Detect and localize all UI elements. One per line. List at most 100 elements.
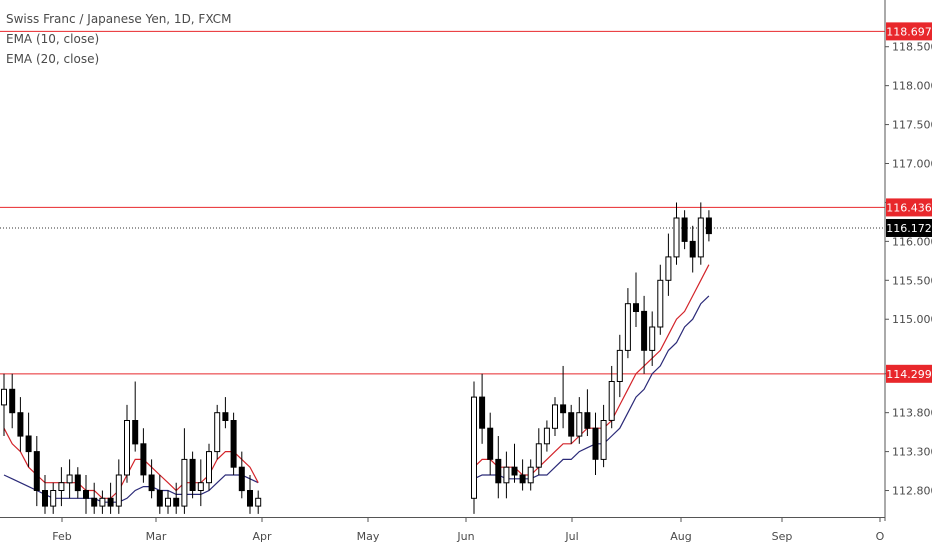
ema10-segment-1 xyxy=(473,264,710,476)
candle xyxy=(471,381,477,514)
y-tick-label: 113.800 xyxy=(892,407,932,420)
candle xyxy=(705,210,712,242)
last-price-tag: 116.172 xyxy=(886,218,932,237)
candle xyxy=(697,202,704,265)
candle xyxy=(58,467,65,507)
price-axis[interactable]: 112.800113.300113.800114.300115.000115.5… xyxy=(885,41,932,498)
candle xyxy=(689,225,696,273)
svg-text:116.436: 116.436 xyxy=(886,201,932,214)
candle xyxy=(608,365,615,429)
x-tick-label: Jul xyxy=(564,530,578,543)
candle xyxy=(156,474,163,514)
candle xyxy=(214,404,221,460)
ema20-line xyxy=(3,295,710,503)
ema20-legend[interactable]: EMA (20, close) xyxy=(6,52,100,66)
candle xyxy=(552,397,558,437)
x-tick-label: Aug xyxy=(670,530,691,543)
y-tick-label: 115.000 xyxy=(892,313,932,326)
candle xyxy=(584,389,591,437)
x-tick-label: Apr xyxy=(252,530,272,543)
candle xyxy=(511,443,518,483)
candle xyxy=(148,459,155,499)
candle xyxy=(681,210,688,250)
candle xyxy=(576,397,583,444)
ema10-segment-0 xyxy=(3,427,259,499)
candle xyxy=(91,482,98,514)
candle xyxy=(527,459,534,491)
candle xyxy=(1,373,7,437)
candle xyxy=(616,334,623,398)
candle xyxy=(238,451,245,499)
candle xyxy=(247,474,253,514)
candle xyxy=(189,451,196,499)
candle xyxy=(657,264,664,335)
candle xyxy=(600,404,607,468)
candle xyxy=(74,467,81,499)
candle xyxy=(633,272,639,328)
candle xyxy=(25,412,32,468)
x-tick-label: Mar xyxy=(146,530,167,543)
candle xyxy=(222,397,229,429)
candle xyxy=(132,381,139,452)
candle xyxy=(665,233,672,296)
candle xyxy=(99,490,106,514)
price-tags: 118.697 116.436 114.299 116.172 xyxy=(886,22,932,383)
candle xyxy=(230,412,237,475)
candle xyxy=(206,443,212,491)
candle xyxy=(495,436,502,499)
x-tick-label: O xyxy=(876,530,885,543)
symbol-title[interactable]: Swiss Franc / Japanese Yen, 1D, FXCM xyxy=(6,12,232,26)
candle xyxy=(83,474,89,514)
svg-text:116.172: 116.172 xyxy=(886,222,932,235)
candle xyxy=(140,428,147,483)
svg-text:114.299: 114.299 xyxy=(886,368,932,381)
candle xyxy=(673,202,680,265)
candle xyxy=(487,412,494,475)
candle xyxy=(519,459,526,491)
candle xyxy=(560,365,567,429)
candle xyxy=(649,311,656,366)
candle xyxy=(42,474,48,514)
ema20-segment-1 xyxy=(473,295,710,480)
candle xyxy=(173,482,180,514)
candle xyxy=(124,404,130,483)
candle xyxy=(255,490,262,514)
y-tick-label: 117.500 xyxy=(892,119,932,132)
candle xyxy=(641,295,648,374)
candle xyxy=(479,373,486,444)
candle xyxy=(115,459,122,514)
chart-legend: Swiss Franc / Japanese Yen, 1D, FXCM EMA… xyxy=(6,9,231,69)
candle xyxy=(197,459,204,507)
candle xyxy=(17,397,24,452)
y-tick-label: 117.000 xyxy=(892,158,932,171)
candle xyxy=(66,459,73,499)
candle xyxy=(543,420,550,452)
x-tick-label: Sep xyxy=(772,530,793,543)
horizontal-levels xyxy=(0,30,885,375)
svg-text:118.697: 118.697 xyxy=(886,25,932,38)
candle xyxy=(9,373,16,429)
candle xyxy=(165,490,171,514)
candles xyxy=(1,202,712,514)
x-tick-label: May xyxy=(357,530,380,543)
candle xyxy=(181,428,188,514)
ema10-legend[interactable]: EMA (10, close) xyxy=(6,32,100,46)
candle xyxy=(50,482,57,514)
candle xyxy=(33,436,40,507)
y-tick-label: 112.800 xyxy=(892,485,932,498)
y-tick-label: 116.000 xyxy=(892,235,932,248)
candle xyxy=(568,404,575,444)
time-axis[interactable]: Feb Mar Apr May Jun Jul Aug Sep O xyxy=(52,517,885,543)
y-tick-label: 113.300 xyxy=(892,446,932,459)
candle xyxy=(107,482,114,514)
y-tick-label: 118.000 xyxy=(892,80,932,93)
y-tick-label: 115.500 xyxy=(892,274,932,287)
candle xyxy=(592,412,599,475)
x-tick-label: Jun xyxy=(456,530,474,543)
candle xyxy=(624,288,631,359)
level-tag-2: 114.299 xyxy=(886,364,932,383)
level-tag-1: 116.436 xyxy=(886,198,932,217)
candle xyxy=(503,451,510,499)
y-tick-label: 118.500 xyxy=(892,41,932,54)
